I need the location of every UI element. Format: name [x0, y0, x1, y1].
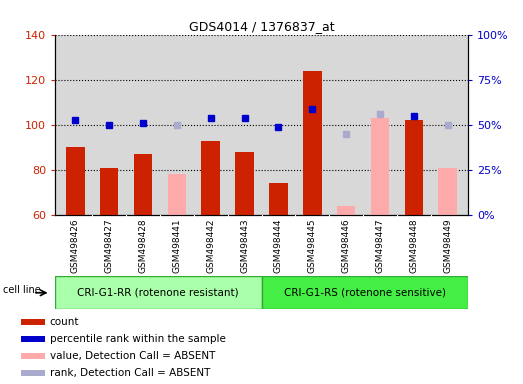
Text: GSM498427: GSM498427: [105, 218, 113, 273]
Bar: [20, 319, 46, 325]
Bar: [337, 206, 356, 215]
Text: GSM498444: GSM498444: [274, 218, 283, 273]
Bar: [303, 71, 322, 215]
Text: count: count: [50, 317, 79, 327]
Title: GDS4014 / 1376837_at: GDS4014 / 1376837_at: [189, 20, 334, 33]
Bar: [55, 276, 262, 309]
Text: GSM498445: GSM498445: [308, 218, 317, 273]
Text: GSM498442: GSM498442: [206, 218, 215, 273]
Bar: [438, 168, 457, 215]
Text: GSM498448: GSM498448: [410, 218, 418, 273]
Bar: [66, 147, 85, 215]
Text: GSM498443: GSM498443: [240, 218, 249, 273]
Bar: [262, 276, 468, 309]
Text: rank, Detection Call = ABSENT: rank, Detection Call = ABSENT: [50, 368, 210, 378]
Bar: [134, 154, 152, 215]
Text: GSM498426: GSM498426: [71, 218, 79, 273]
Bar: [201, 141, 220, 215]
Bar: [235, 152, 254, 215]
Text: GSM498446: GSM498446: [342, 218, 350, 273]
Bar: [20, 370, 46, 376]
Bar: [371, 118, 389, 215]
Text: CRI-G1-RS (rotenone sensitive): CRI-G1-RS (rotenone sensitive): [284, 288, 446, 298]
Bar: [20, 353, 46, 359]
Bar: [20, 336, 46, 342]
Text: cell line: cell line: [3, 285, 40, 295]
Text: GSM498441: GSM498441: [173, 218, 181, 273]
Text: value, Detection Call = ABSENT: value, Detection Call = ABSENT: [50, 351, 215, 361]
Bar: [100, 168, 118, 215]
Text: GSM498428: GSM498428: [139, 218, 147, 273]
Text: percentile rank within the sample: percentile rank within the sample: [50, 334, 226, 344]
Text: GSM498447: GSM498447: [376, 218, 384, 273]
Bar: [269, 184, 288, 215]
Bar: [405, 120, 423, 215]
Text: GSM498449: GSM498449: [444, 218, 452, 273]
Bar: [167, 174, 186, 215]
Text: CRI-G1-RR (rotenone resistant): CRI-G1-RR (rotenone resistant): [77, 288, 239, 298]
